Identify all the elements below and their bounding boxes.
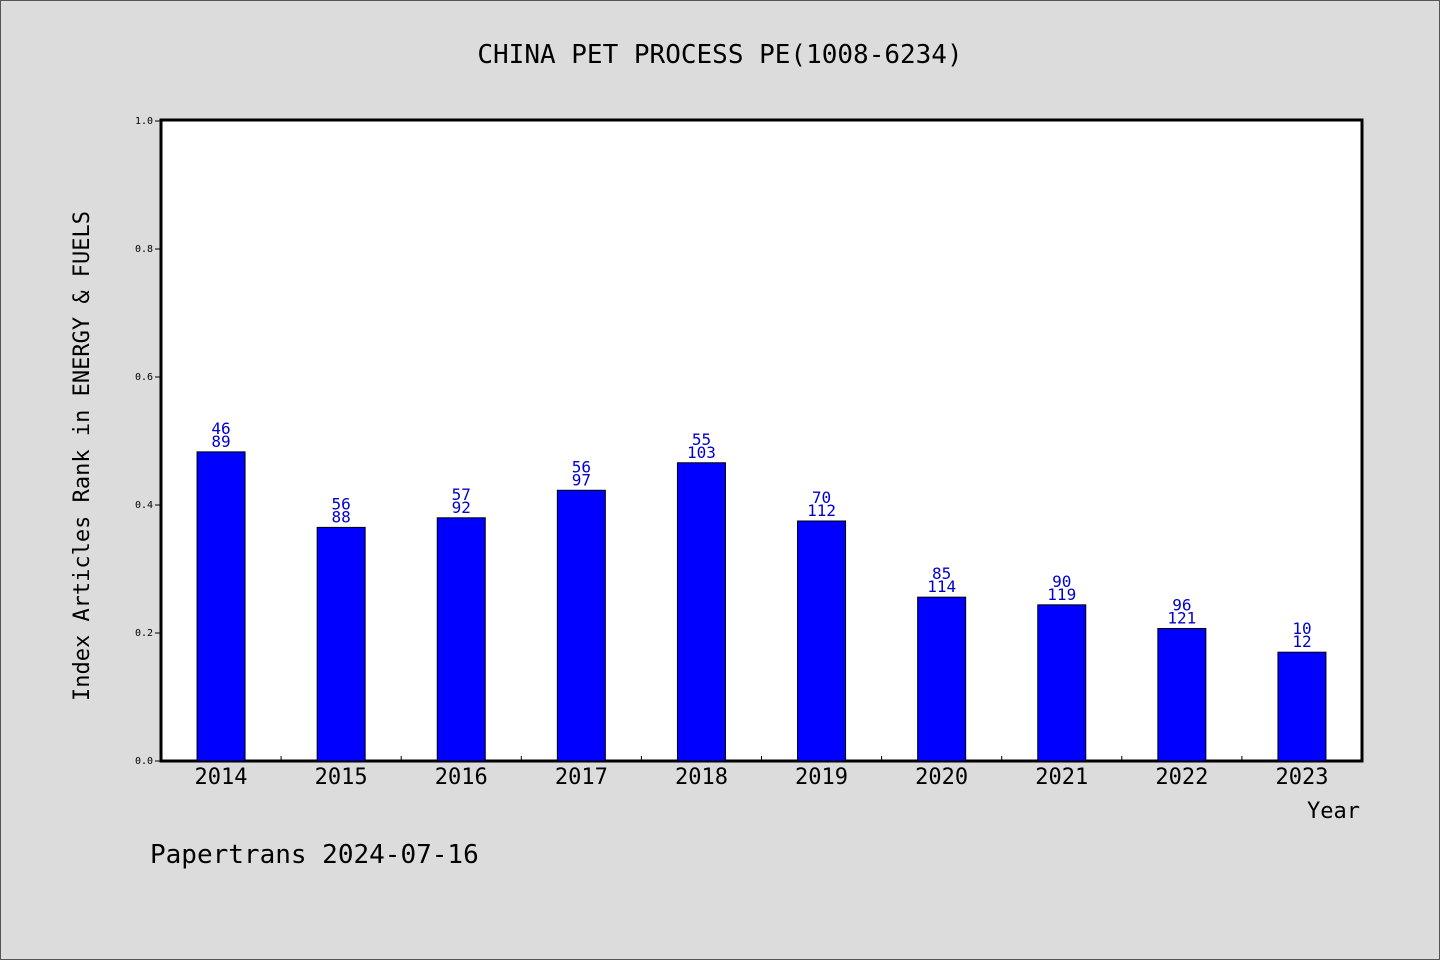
- bar-label-bottom: 114: [927, 577, 956, 596]
- chart-title: CHINA PET PROCESS PE(1008-6234): [477, 40, 962, 70]
- bar-label-top: 46: [211, 419, 230, 438]
- bar-2017: [556, 489, 606, 762]
- bar-label-bottom: 97: [572, 470, 591, 489]
- x-tick-label: 2019: [795, 765, 848, 790]
- x-tick-label: 2017: [555, 765, 608, 790]
- bar-label-top: 55: [692, 430, 711, 449]
- x-tick-label: 2018: [675, 765, 728, 790]
- x-tick-label: 2021: [1035, 765, 1088, 790]
- bar-label-top: 10: [1292, 619, 1311, 638]
- bar-label-bottom: 88: [332, 507, 351, 526]
- bar-2021: [1037, 604, 1087, 762]
- bar-label-bottom: 12: [1292, 632, 1311, 651]
- bar-2018: [676, 462, 726, 762]
- bar-2014: [196, 451, 246, 762]
- bar-label-bottom: 89: [211, 432, 230, 451]
- y-tick-label: 0.6: [135, 372, 153, 383]
- bar-2019: [797, 520, 847, 762]
- bar-label-top: 70: [812, 488, 831, 507]
- x-axis-label: Year: [1307, 799, 1360, 824]
- bar-label-bottom: 92: [452, 498, 471, 517]
- y-tick-label: 0.2: [135, 628, 153, 639]
- y-axis-label: Index Articles Rank in ENERGY & FUELS: [70, 211, 95, 701]
- y-tick-label: 1.0: [135, 116, 153, 127]
- x-tick-label: 2016: [435, 765, 488, 790]
- x-tick-label: 2014: [195, 765, 248, 790]
- y-tick-label: 0.8: [135, 244, 153, 255]
- bar-label-bottom: 103: [687, 443, 716, 462]
- y-tick-label: 0.4: [135, 500, 153, 511]
- bar-label-top: 90: [1052, 572, 1071, 591]
- y-tick-label: 0.0: [135, 756, 153, 767]
- bar-label-top: 56: [332, 494, 351, 513]
- x-tick-label: 2023: [1275, 765, 1328, 790]
- footer-text: Papertrans 2024-07-16: [150, 840, 479, 870]
- bar-label-top: 96: [1172, 596, 1191, 615]
- bar-2022: [1157, 628, 1207, 762]
- x-tick-label: 2022: [1155, 765, 1208, 790]
- bar-2020: [917, 596, 967, 762]
- bar-label-bottom: 121: [1167, 609, 1196, 628]
- bar-label-top: 57: [452, 485, 471, 504]
- bars: [196, 451, 1327, 762]
- x-tick-label: 2015: [315, 765, 368, 790]
- bar-label-top: 56: [572, 457, 591, 476]
- bar-2016: [436, 517, 486, 762]
- x-tick-label: 2020: [915, 765, 968, 790]
- bar-2015: [316, 526, 366, 762]
- bar-label-bottom: 112: [807, 501, 836, 520]
- bar-label-bottom: 119: [1047, 585, 1076, 604]
- x-axis: 2014 2015 2016 2017 2018 2019 2020 2021 2022 2023: [195, 756, 1328, 790]
- bar-label-top: 85: [932, 564, 951, 583]
- bar-2023: [1277, 651, 1327, 762]
- y-axis: 0.0 0.2 0.4 0.6 0.8 1.0: [135, 116, 161, 767]
